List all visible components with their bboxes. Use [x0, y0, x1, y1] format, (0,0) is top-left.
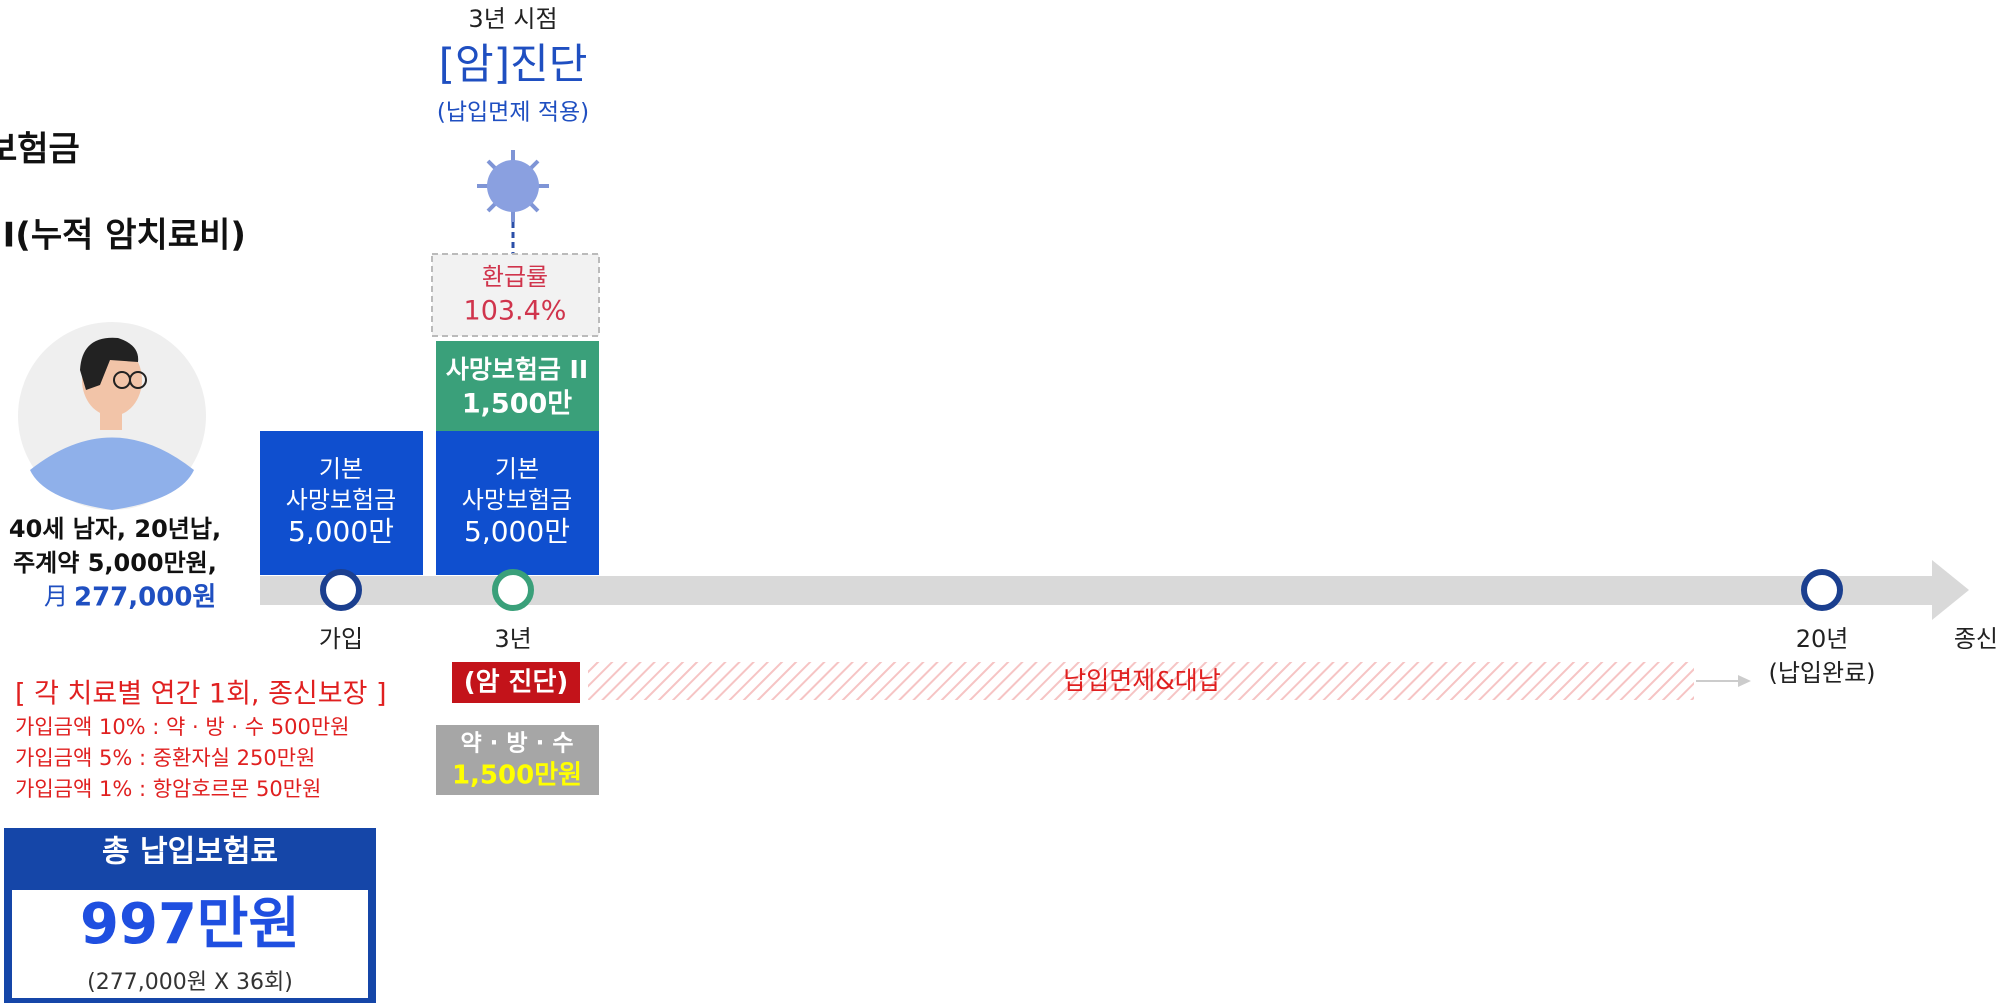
- person-line: 주계약 5,000만원,: [13, 549, 217, 577]
- waiver-arrow-head: [1738, 675, 1751, 687]
- timeline-label: 20년: [1796, 625, 1849, 653]
- basic-line: 기본: [319, 455, 363, 483]
- month-symbol: 月: [44, 583, 68, 611]
- treatment-label: 약 · 방 · 수: [461, 731, 574, 757]
- waiver-label: 납입면제&대납: [1063, 666, 1221, 695]
- total-amount: 997만원: [80, 892, 300, 957]
- virus-icon: [477, 150, 549, 222]
- treatment-value: 1,500만원: [452, 761, 582, 791]
- header-line: II(누적 암치료비): [0, 216, 246, 256]
- coverage-item: 가입금액 1% : 항암호르몬 50만원: [15, 777, 321, 801]
- basic-line: 사망보험금: [462, 486, 572, 514]
- basic-line: 사망보험금: [286, 486, 396, 514]
- person-premium: 277,000원: [74, 583, 216, 613]
- timeline-label: 3년: [494, 625, 531, 653]
- coverage-item: 가입금액 5% : 중환자실 250만원: [15, 746, 315, 770]
- total-detail: (277,000원 X 36회): [87, 970, 293, 995]
- diagram: 보험금 II(누적 암치료비) 3년 시점 [암]진단 (납입면제 적용) 환급…: [0, 0, 2002, 1004]
- timeline-node: [1804, 572, 1840, 608]
- death2-label: 사망보험금 II: [446, 355, 588, 384]
- timeline-node: [323, 572, 359, 608]
- basic-line: 5,000만: [464, 515, 570, 548]
- event-time: 3년 시점: [468, 5, 557, 33]
- refund-label: 환급률: [482, 263, 548, 291]
- death2-value: 1,500만: [462, 389, 572, 420]
- event-note: (납입면제 적용): [437, 100, 589, 126]
- timeline-label: (납입완료): [1768, 659, 1875, 687]
- coverage-item: 가입금액 10% : 약 · 방 · 수 500만원: [15, 715, 349, 739]
- diagnosis-label: (암 진단): [464, 668, 569, 698]
- basic-line: 5,000만: [288, 515, 394, 548]
- basic-line: 기본: [495, 455, 539, 483]
- timeline-node: [495, 572, 531, 608]
- person-icon: [18, 322, 206, 510]
- total-title: 총 납입보험료: [102, 835, 278, 870]
- timeline-arrow: [1932, 560, 1969, 620]
- coverage-title: [ 각 치료별 연간 1회, 종신보장 ]: [15, 679, 387, 710]
- timeline-label: 가입: [319, 625, 363, 653]
- person-line: 40세 남자, 20년납,: [9, 515, 221, 543]
- refund-value: 103.4%: [464, 296, 567, 327]
- event-title: [암]진단: [439, 40, 588, 89]
- timeline-label: 종신: [1954, 625, 1998, 653]
- header-line: 보험금: [0, 130, 80, 170]
